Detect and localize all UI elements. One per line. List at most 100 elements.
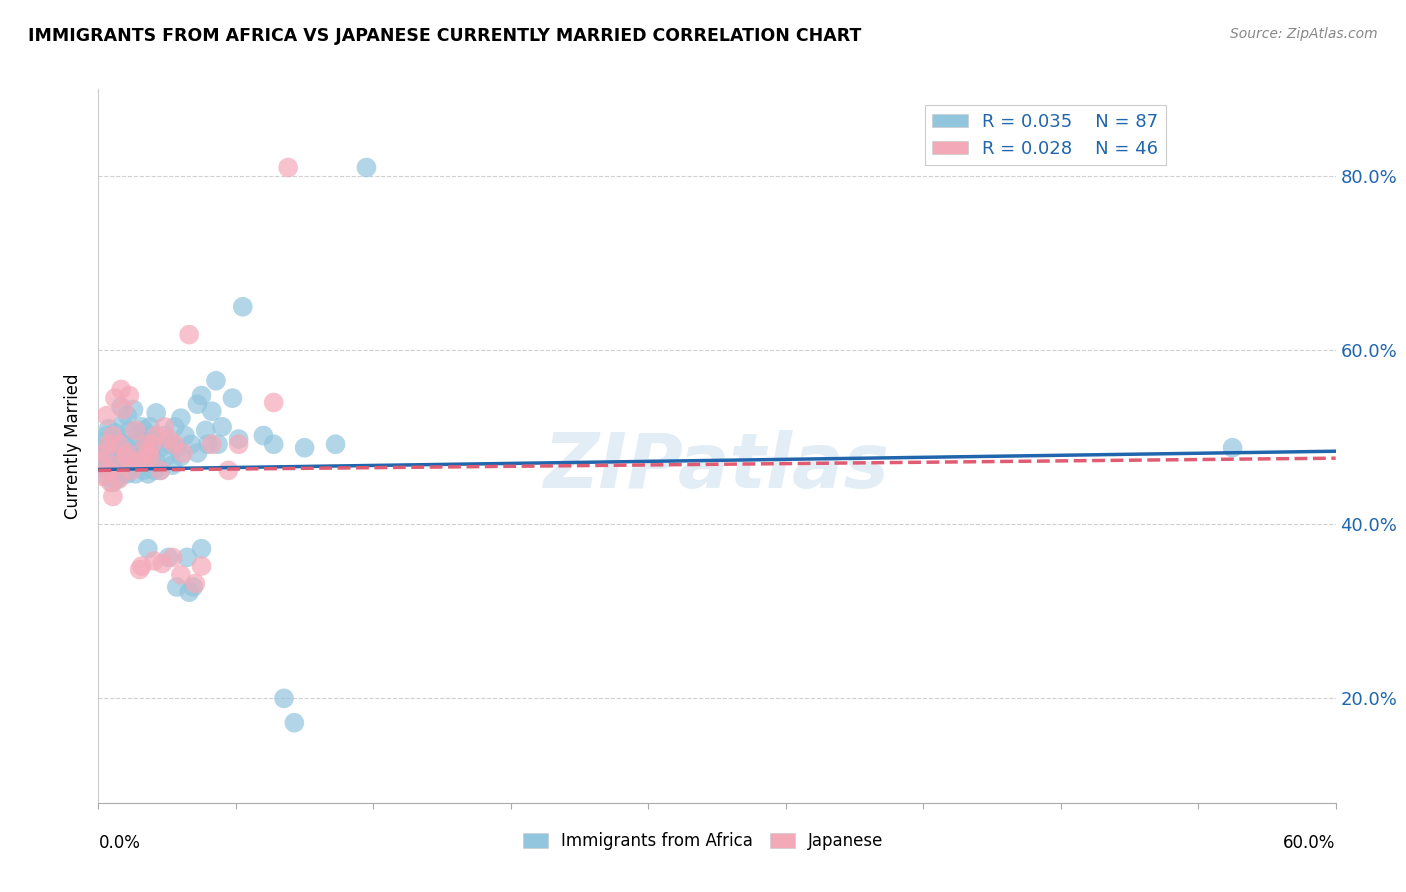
- Point: [135, 437, 157, 451]
- Point: [104, 391, 127, 405]
- Point: [159, 437, 181, 451]
- Point: [139, 446, 162, 460]
- Text: Source: ZipAtlas.com: Source: ZipAtlas.com: [1230, 27, 1378, 41]
- Point: [150, 557, 173, 571]
- Point: [153, 420, 176, 434]
- Point: [108, 472, 131, 486]
- Point: [211, 420, 233, 434]
- Point: [118, 463, 141, 477]
- Point: [104, 425, 127, 440]
- Point: [172, 446, 194, 460]
- Point: [143, 463, 166, 477]
- Point: [91, 469, 114, 483]
- Point: [205, 374, 228, 388]
- Point: [139, 450, 162, 464]
- Point: [96, 409, 118, 423]
- Point: [101, 452, 124, 467]
- Point: [131, 420, 153, 434]
- Point: [93, 441, 115, 455]
- Point: [91, 452, 114, 467]
- Point: [120, 446, 142, 460]
- Point: [174, 428, 197, 442]
- Point: [155, 450, 177, 464]
- Point: [122, 402, 145, 417]
- Point: [131, 559, 153, 574]
- Point: [143, 437, 166, 451]
- Point: [89, 448, 111, 462]
- Point: [194, 423, 217, 437]
- Point: [145, 455, 167, 469]
- Point: [157, 550, 180, 565]
- Point: [170, 567, 193, 582]
- Point: [1222, 441, 1244, 455]
- Point: [201, 437, 224, 451]
- Point: [179, 585, 201, 599]
- Point: [112, 417, 135, 432]
- Point: [112, 402, 135, 417]
- Point: [277, 161, 299, 175]
- Point: [157, 432, 180, 446]
- Point: [96, 469, 118, 483]
- Point: [127, 455, 149, 469]
- Legend: Immigrants from Africa, Japanese: Immigrants from Africa, Japanese: [516, 826, 890, 857]
- Point: [97, 421, 120, 435]
- Point: [263, 395, 285, 409]
- Point: [108, 437, 131, 451]
- Point: [108, 434, 131, 449]
- Point: [228, 432, 250, 446]
- Point: [135, 437, 157, 451]
- Point: [114, 450, 136, 464]
- Text: 60.0%: 60.0%: [1284, 834, 1336, 852]
- Point: [114, 437, 136, 451]
- Point: [143, 554, 166, 568]
- Point: [105, 458, 128, 472]
- Point: [124, 467, 146, 481]
- Point: [170, 450, 193, 464]
- Point: [117, 467, 139, 481]
- Point: [132, 455, 155, 469]
- Point: [163, 437, 186, 451]
- Point: [139, 420, 162, 434]
- Point: [197, 437, 219, 451]
- Point: [221, 391, 243, 405]
- Point: [153, 428, 176, 442]
- Point: [207, 437, 229, 451]
- Point: [163, 420, 186, 434]
- Point: [166, 580, 188, 594]
- Point: [108, 450, 131, 464]
- Point: [117, 409, 139, 423]
- Point: [101, 428, 124, 442]
- Point: [124, 437, 146, 451]
- Point: [190, 388, 212, 402]
- Point: [190, 541, 212, 556]
- Point: [97, 455, 120, 469]
- Point: [89, 455, 111, 469]
- Point: [112, 467, 135, 481]
- Point: [136, 446, 159, 460]
- Point: [162, 550, 184, 565]
- Point: [180, 437, 202, 451]
- Point: [132, 463, 155, 477]
- Point: [117, 446, 139, 460]
- Point: [283, 715, 305, 730]
- Point: [105, 441, 128, 455]
- Point: [232, 300, 254, 314]
- Point: [166, 441, 188, 455]
- Text: ZIPatlas: ZIPatlas: [544, 431, 890, 504]
- Point: [186, 446, 208, 460]
- Point: [190, 559, 212, 574]
- Point: [170, 411, 193, 425]
- Point: [101, 475, 124, 490]
- Point: [93, 460, 115, 475]
- Point: [145, 428, 167, 442]
- Text: IMMIGRANTS FROM AFRICA VS JAPANESE CURRENTLY MARRIED CORRELATION CHART: IMMIGRANTS FROM AFRICA VS JAPANESE CURRE…: [28, 27, 862, 45]
- Point: [294, 441, 316, 455]
- Point: [101, 490, 124, 504]
- Point: [179, 327, 201, 342]
- Point: [201, 404, 224, 418]
- Point: [100, 465, 122, 479]
- Point: [149, 441, 172, 455]
- Point: [252, 428, 274, 442]
- Point: [97, 437, 120, 451]
- Point: [141, 428, 163, 442]
